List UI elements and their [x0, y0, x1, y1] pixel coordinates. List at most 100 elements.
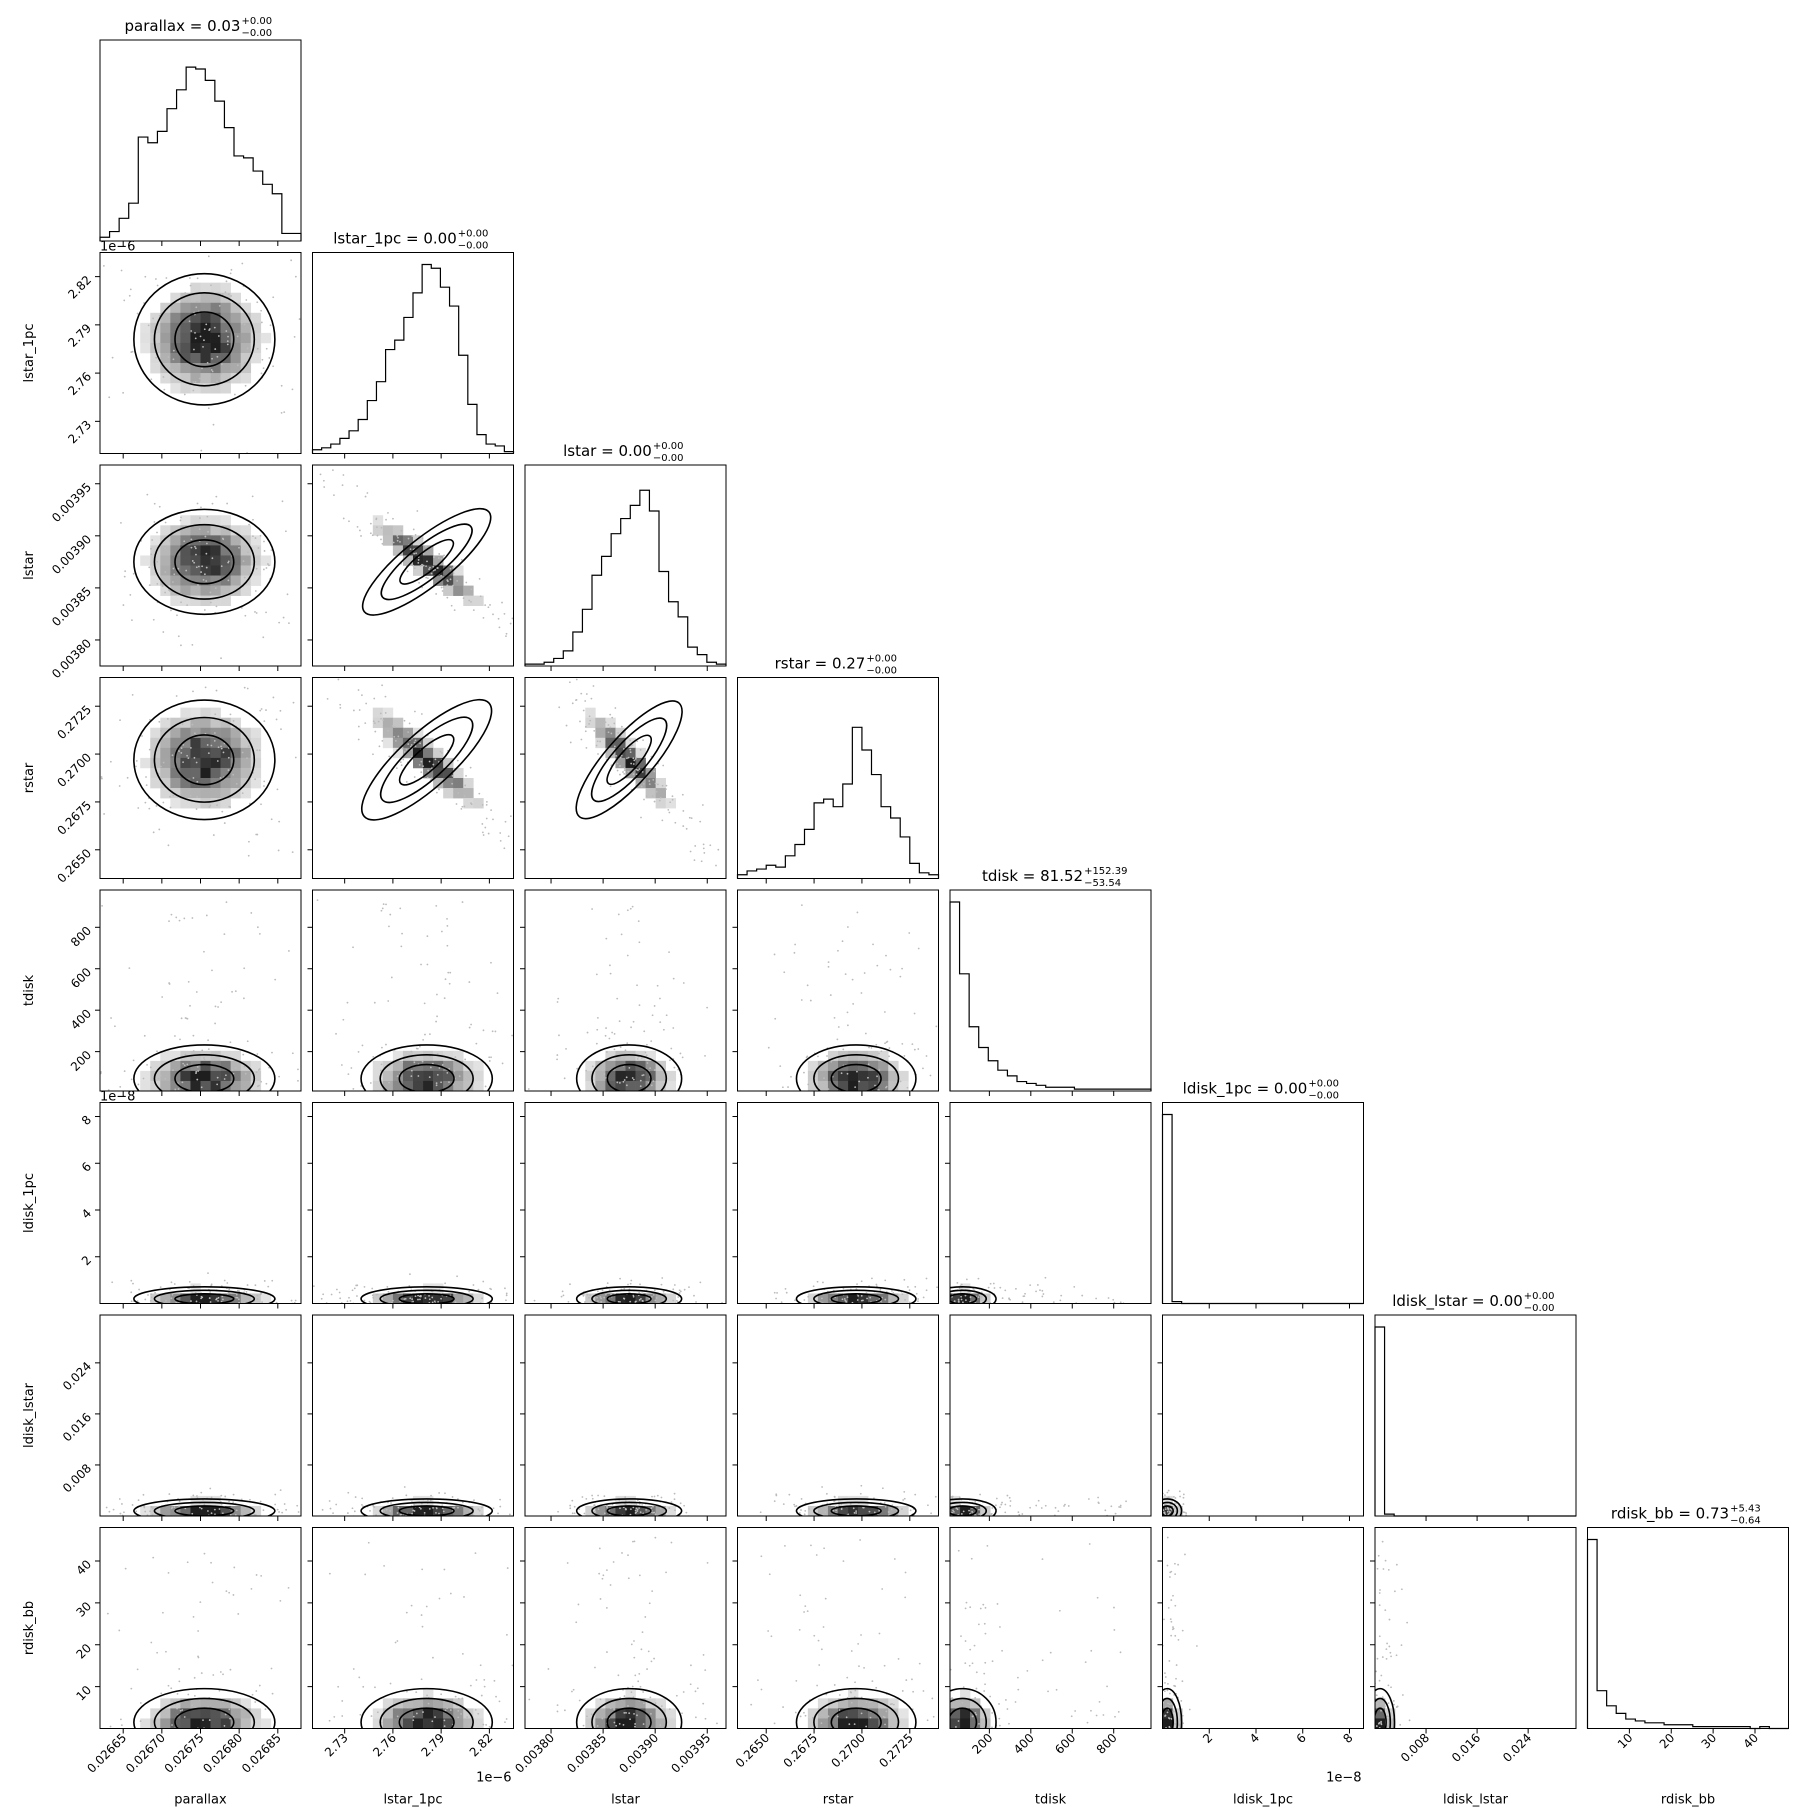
sample-point — [177, 1308, 179, 1310]
density-cell — [868, 1505, 879, 1516]
sample-point — [405, 781, 408, 783]
sample-point — [177, 1088, 180, 1090]
sample-point — [556, 1054, 559, 1056]
sample-point — [124, 1567, 127, 1570]
sample-point — [619, 1732, 621, 1734]
sample-point — [386, 1286, 389, 1288]
sample-point — [338, 1291, 341, 1294]
title-lstar: lstar = 0.00 — [563, 442, 652, 460]
sample-point — [438, 1067, 441, 1069]
sample-point — [231, 1069, 234, 1072]
sample-point — [214, 1022, 216, 1025]
sample-point — [1182, 1503, 1185, 1505]
sample-point — [243, 1107, 245, 1109]
density-cell — [615, 1070, 626, 1082]
sample-point — [606, 1308, 608, 1310]
hist-lstar_1pc — [311, 263, 515, 454]
hist-ldisk_1pc — [1161, 1113, 1364, 1305]
sample-point — [1070, 1715, 1073, 1718]
sample-point — [636, 740, 639, 743]
density-cell — [230, 545, 241, 556]
sample-point — [432, 565, 435, 568]
sample-point — [593, 1504, 596, 1507]
sample-point — [420, 771, 423, 774]
density-cell — [180, 545, 191, 556]
sample-point — [913, 1307, 915, 1309]
sample-point — [193, 732, 196, 735]
sample-point — [186, 754, 189, 757]
sample-point — [682, 1691, 685, 1693]
sample-point — [118, 1629, 121, 1632]
sample-point — [905, 1517, 907, 1519]
density-cell — [595, 1708, 606, 1719]
sample-point — [1119, 1504, 1122, 1507]
sample-point — [408, 722, 411, 725]
sample-point — [628, 1066, 631, 1069]
sample-point — [592, 685, 595, 687]
density-cell — [625, 1708, 636, 1719]
contour-level-3 — [133, 1687, 276, 1729]
sample-point — [605, 937, 608, 940]
contour-level-2 — [153, 523, 256, 600]
sample-point — [1382, 1568, 1385, 1570]
density-cell — [210, 575, 221, 586]
contour-level-3 — [950, 1687, 997, 1729]
sample-point — [240, 1498, 243, 1501]
sample-point — [842, 1560, 845, 1563]
title-plus-ldisk_1pc: +0.00 — [1308, 1079, 1339, 1090]
sample-point — [406, 1305, 408, 1307]
sample-point — [624, 1496, 627, 1499]
sample-point — [622, 1517, 624, 1519]
density-cell — [615, 1708, 626, 1719]
sample-point — [659, 796, 662, 799]
sample-point — [595, 973, 598, 976]
sample-point — [411, 1755, 413, 1757]
density-cell — [180, 515, 191, 526]
density-cell — [180, 595, 191, 606]
sample-point — [202, 578, 205, 581]
density-cell — [250, 322, 262, 334]
sample-point — [595, 1042, 598, 1045]
sample-point — [342, 1719, 344, 1721]
sample-point — [169, 1729, 171, 1731]
sample-point — [1392, 1729, 1394, 1731]
sample-point — [1054, 1506, 1057, 1509]
sample-point — [195, 553, 197, 556]
contour-level-3 — [575, 700, 683, 820]
sample-point — [1391, 1744, 1393, 1746]
density-cell — [200, 525, 211, 536]
sample-point — [370, 1715, 373, 1717]
sample-point — [1154, 1679, 1156, 1681]
sample-point — [219, 776, 222, 779]
density-cell — [827, 1708, 839, 1719]
sample-point — [1364, 1757, 1366, 1759]
sample-point — [794, 943, 797, 946]
sample-point — [214, 587, 217, 590]
sample-point — [392, 517, 394, 520]
sample-point — [1087, 1498, 1090, 1500]
sample-point — [632, 763, 635, 765]
sample-point — [463, 1596, 465, 1598]
sample-point — [880, 1050, 883, 1053]
sample-point — [632, 773, 635, 776]
panel-frame — [1162, 1527, 1364, 1729]
sample-point — [942, 1749, 944, 1751]
sample-point — [891, 1703, 893, 1705]
density-cell — [392, 1708, 404, 1719]
sample-point — [629, 1282, 632, 1285]
density-cell — [200, 595, 211, 606]
sample-point — [853, 1512, 856, 1514]
sample-point — [1172, 1626, 1174, 1628]
sample-point — [191, 1512, 194, 1515]
sample-point — [1163, 1755, 1165, 1757]
sample-point — [1401, 1694, 1404, 1696]
density-cell — [180, 332, 191, 344]
density-cell — [655, 1505, 666, 1516]
sample-point — [1143, 1708, 1145, 1710]
sample-point — [623, 1288, 626, 1290]
sample-point — [836, 1521, 838, 1523]
sample-point — [268, 564, 270, 567]
sample-point — [935, 1290, 937, 1292]
sample-point — [652, 1505, 654, 1508]
sample-point — [332, 1723, 334, 1725]
